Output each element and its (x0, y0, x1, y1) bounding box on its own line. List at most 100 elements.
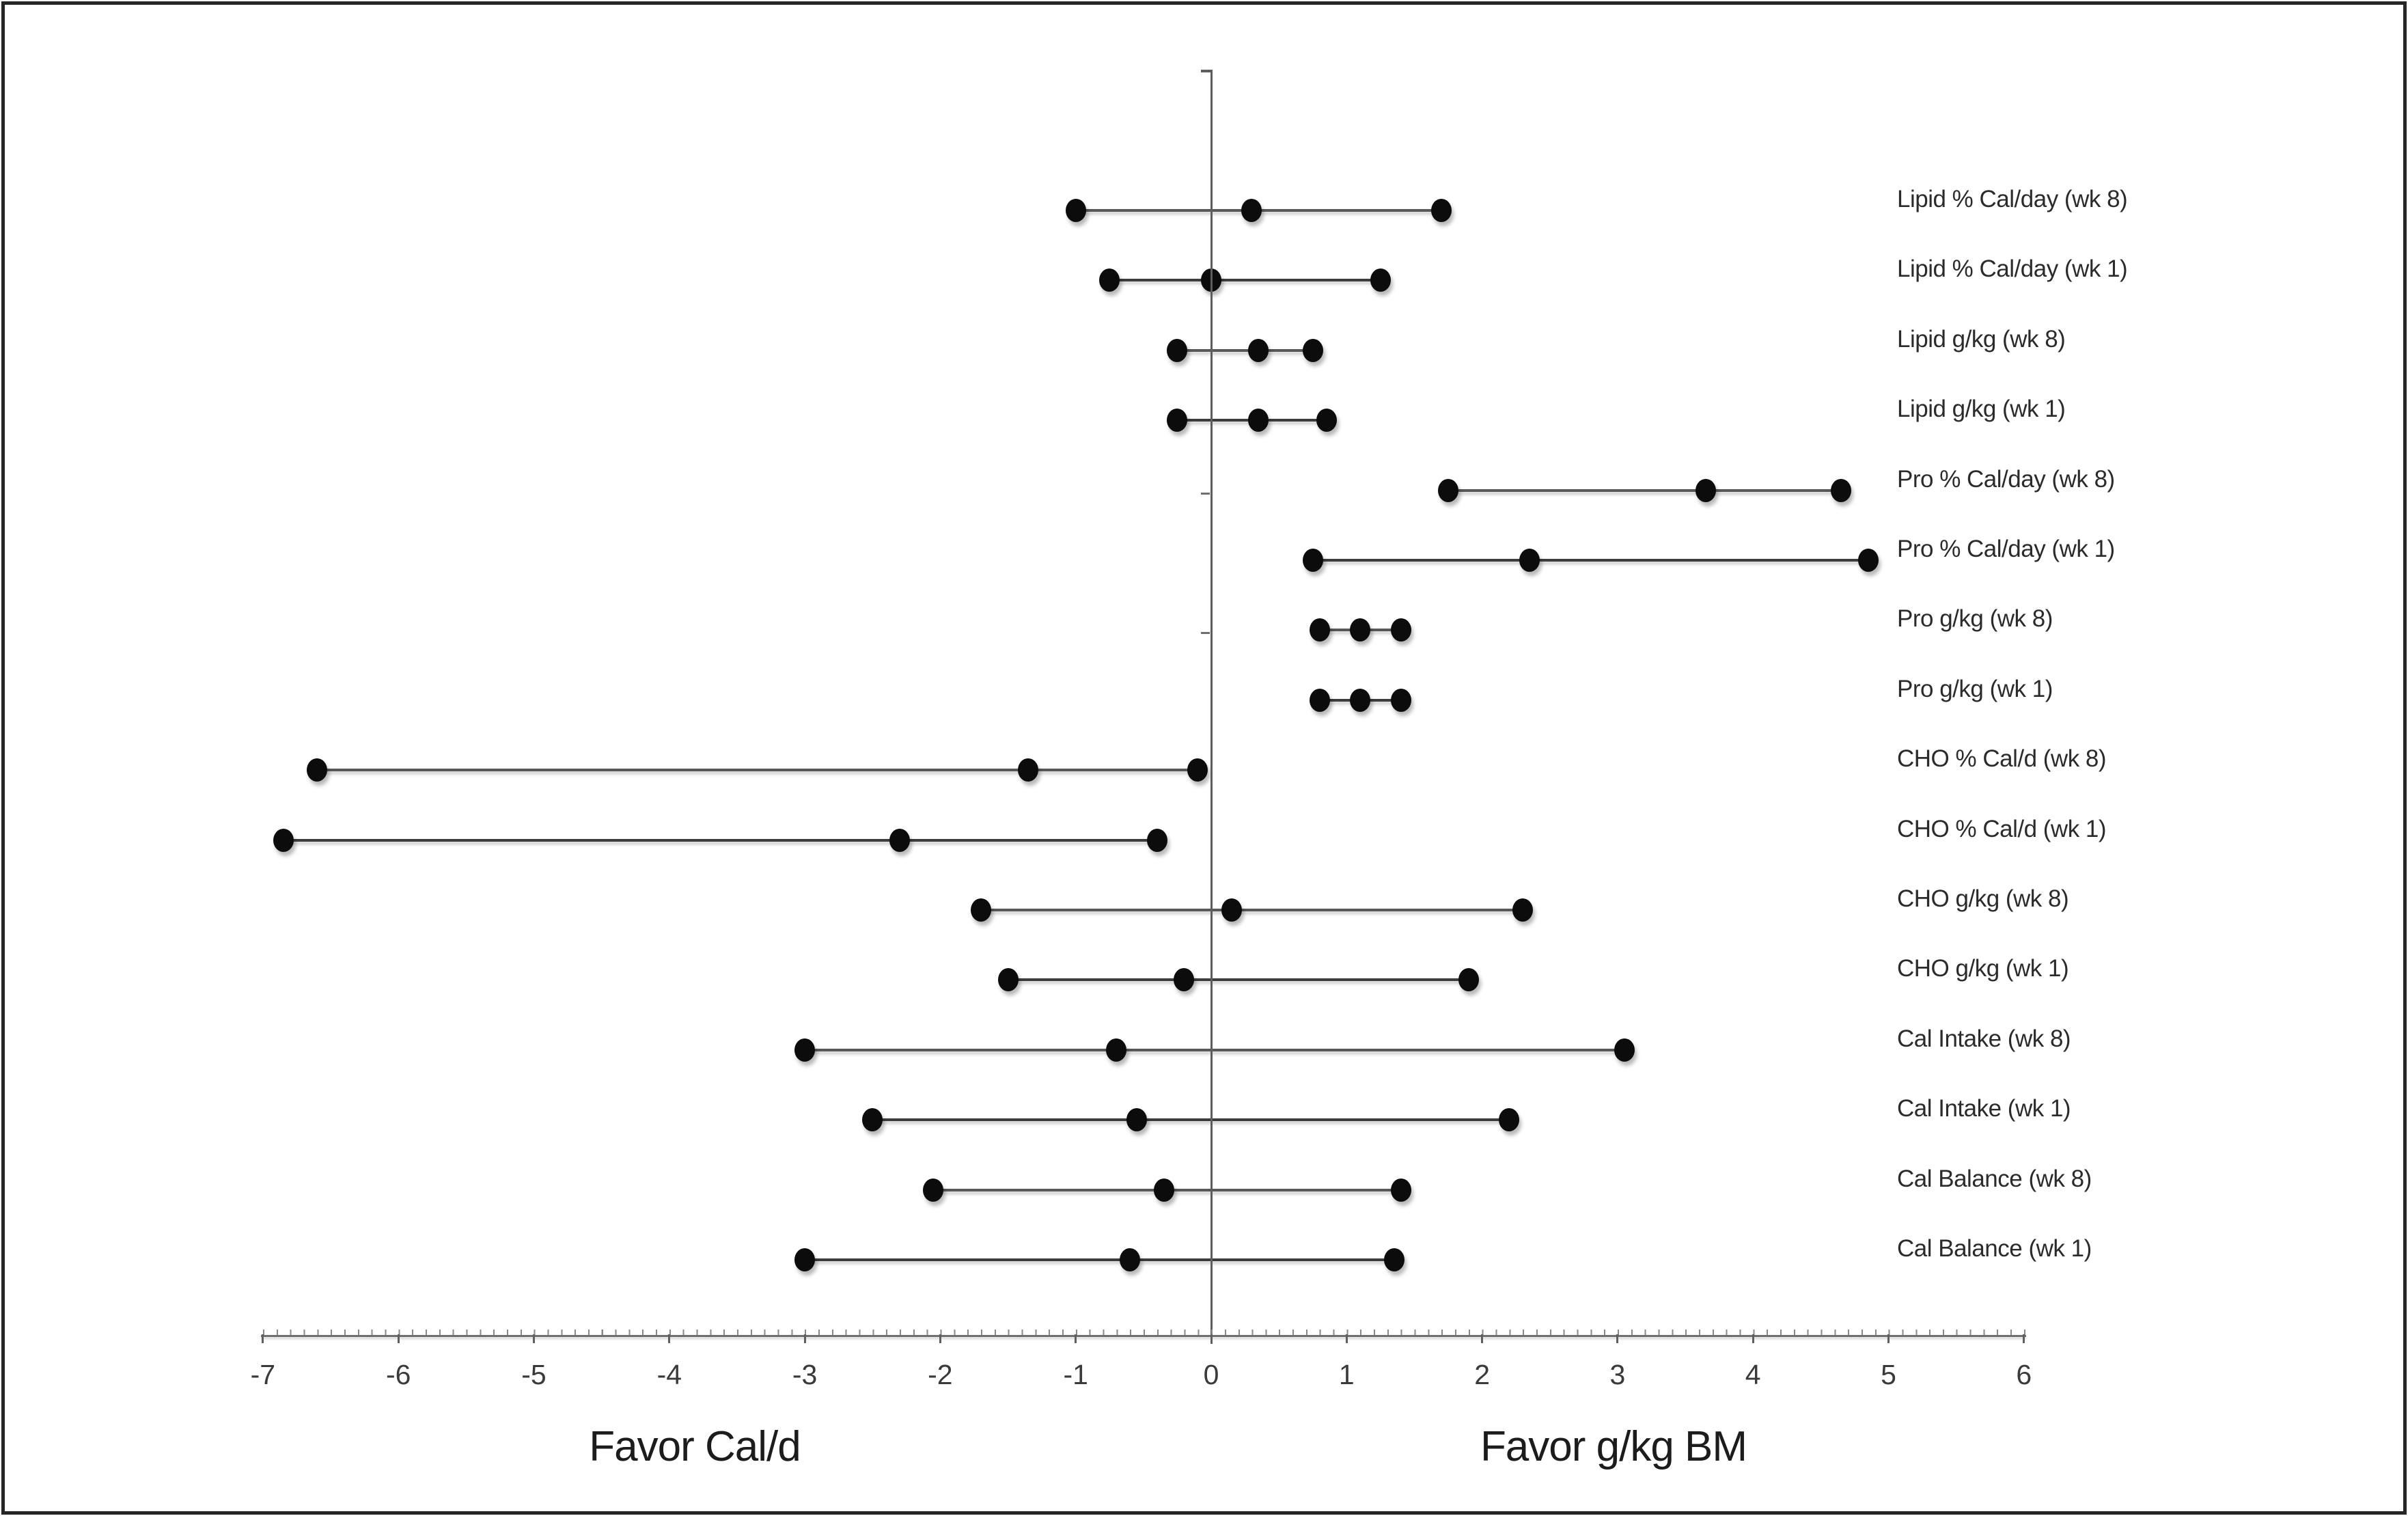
zero-line-side-tick (1201, 632, 1210, 635)
category-labels-layer: Lipid % Cal/day (wk 8) Lipid % Cal/day (w… (5, 5, 2403, 1511)
category-label: Pro % Cal/day (wk 8) (1897, 465, 2115, 493)
high-dot (1302, 338, 1323, 362)
x-axis-title-right: Favor g/kg BM (1480, 1423, 1747, 1470)
high-dot (1857, 549, 1879, 572)
x-axis-major-tick (1887, 1334, 1890, 1343)
x-tick-label: -2 (928, 1359, 953, 1390)
ci-range-line (980, 909, 1523, 911)
category-label: Cal Intake (wk 8) (1897, 1025, 2071, 1052)
x-axis-major-tick (1075, 1334, 1077, 1343)
high-dot (1316, 409, 1337, 432)
mid-dot (1248, 338, 1269, 362)
mid-dot (1120, 1248, 1141, 1271)
x-axis-major-tick (533, 1334, 535, 1343)
x-axis-major-tick (2023, 1334, 2025, 1343)
x-tick-label: 2 (1474, 1359, 1490, 1390)
low-dot (307, 758, 328, 782)
ci-range-line (872, 1118, 1510, 1122)
ci-range-line (317, 769, 1198, 772)
x-tick-label: 1 (1338, 1359, 1355, 1390)
data-rows-layer (5, 5, 2403, 1511)
mid-dot (1519, 549, 1540, 572)
mid-dot (1153, 1178, 1174, 1202)
x-tick-label: -1 (1063, 1359, 1088, 1390)
high-dot (1614, 1038, 1635, 1062)
x-tick-label: -3 (792, 1359, 818, 1390)
low-dot (1099, 268, 1120, 292)
x-axis-major-tick (668, 1334, 671, 1343)
x-axis-tick-labels-layer: -7 -6 -5 -4 -3 -2 -1 0 1 2 3 4 5 6 (5, 5, 2403, 1511)
mid-dot (1018, 758, 1039, 782)
low-dot (794, 1038, 816, 1062)
zero-reference-line (1210, 70, 1213, 1344)
high-dot (1390, 1178, 1411, 1202)
mid-dot (889, 828, 910, 852)
category-label: CHO % Cal/d (wk 1) (1897, 815, 2107, 842)
category-label: CHO g/kg (wk 1) (1897, 955, 2069, 982)
low-dot (1438, 478, 1459, 502)
high-dot (1831, 478, 1852, 502)
high-dot (1390, 688, 1411, 712)
ci-range-line (1312, 559, 1868, 562)
category-label: Lipid g/kg (wk 1) (1897, 396, 2066, 423)
low-dot (862, 1108, 883, 1132)
x-axis-major-ticks-layer (5, 5, 2403, 1511)
x-tick-label: -4 (656, 1359, 682, 1390)
x-axis-major-tick (1345, 1334, 1348, 1343)
category-label: Pro % Cal/day (wk 1) (1897, 536, 2115, 562)
high-dot (1370, 268, 1391, 292)
x-axis-major-tick (397, 1334, 400, 1343)
high-dot (1383, 1248, 1404, 1271)
high-dot (1431, 199, 1452, 222)
category-label: CHO % Cal/d (wk 8) (1897, 745, 2107, 773)
category-label: Lipid % Cal/day (wk 1) (1897, 256, 2128, 283)
x-axis-major-tick (1752, 1334, 1754, 1343)
x-axis-line (260, 1334, 2026, 1337)
category-label: Cal Intake (wk 1) (1897, 1095, 2071, 1122)
category-label: Pro g/kg (wk 1) (1897, 675, 2053, 702)
x-axis-major-tick (262, 1334, 264, 1343)
high-dot (1458, 968, 1479, 992)
x-tick-label: 0 (1203, 1359, 1219, 1390)
high-dot (1499, 1108, 1520, 1132)
mid-dot (1350, 618, 1371, 642)
category-label: CHO g/kg (wk 8) (1897, 885, 2069, 912)
x-tick-label: 6 (2016, 1359, 2032, 1390)
low-dot (997, 968, 1019, 992)
low-dot (1167, 409, 1188, 432)
mid-dot (1350, 688, 1371, 712)
x-axis-major-tick (1481, 1334, 1484, 1343)
ci-range-line (1109, 279, 1381, 282)
ci-range-line (1008, 978, 1469, 982)
high-dot (1512, 898, 1534, 922)
x-axis-major-tick (1210, 1334, 1213, 1343)
ci-range-line (1177, 348, 1313, 352)
mid-dot (1248, 409, 1269, 432)
mid-dot (1695, 478, 1716, 502)
forest-plot-area: -7 -6 -5 -4 -3 -2 -1 0 1 2 3 4 5 6 Lipid % Cal/day (w… (5, 5, 2403, 1511)
zero-line-top-cap (1201, 70, 1211, 72)
mid-dot (1221, 898, 1242, 922)
category-label: Lipid % Cal/day (wk 8) (1897, 186, 2128, 212)
x-tick-label: 4 (1745, 1359, 1761, 1390)
zero-line-side-ticks-layer (5, 5, 2403, 1511)
mid-dot (1174, 968, 1195, 992)
x-tick-label: -5 (521, 1359, 546, 1390)
high-dot (1187, 758, 1208, 782)
low-dot (794, 1248, 816, 1271)
low-dot (970, 898, 991, 922)
x-tick-label: 5 (1881, 1359, 1896, 1390)
x-tick-label: -7 (250, 1359, 276, 1390)
low-dot (1309, 618, 1330, 642)
mid-dot (1106, 1038, 1127, 1062)
x-axis-minor-ticks (262, 1329, 2025, 1335)
low-dot (273, 828, 294, 852)
ci-range-line (1448, 488, 1842, 492)
x-axis-major-tick (939, 1334, 941, 1343)
x-axis-title-left: Favor Cal/d (589, 1423, 801, 1470)
high-dot (1390, 618, 1411, 642)
category-label: Cal Balance (wk 8) (1897, 1165, 2092, 1192)
x-tick-label: -6 (385, 1359, 411, 1390)
